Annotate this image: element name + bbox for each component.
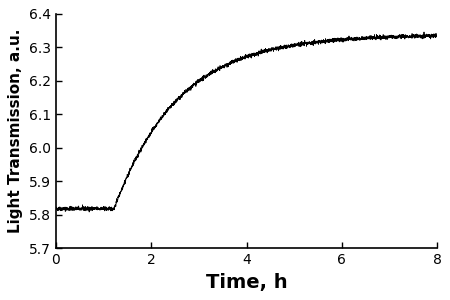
X-axis label: Time, h: Time, h	[206, 273, 288, 292]
Y-axis label: Light Transmission, a.u.: Light Transmission, a.u.	[9, 29, 23, 233]
